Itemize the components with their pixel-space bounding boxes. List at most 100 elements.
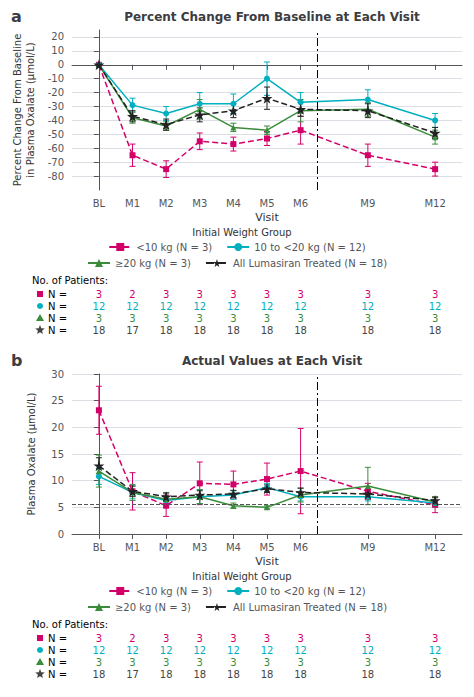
svg-text:M5: M5 [260, 542, 275, 553]
svg-text:N =: N = [48, 301, 67, 312]
svg-text:3: 3 [365, 289, 371, 300]
svg-text:-70: -70 [48, 157, 64, 168]
svg-text:3: 3 [297, 289, 303, 300]
svg-text:12: 12 [261, 645, 274, 656]
svg-text:3: 3 [264, 657, 270, 668]
svg-text:All Lumasiran Treated (N = 18): All Lumasiran Treated (N = 18) [233, 258, 387, 269]
svg-text:3: 3 [163, 313, 169, 324]
svg-text:-20: -20 [48, 87, 64, 98]
svg-text:-30: -30 [48, 101, 64, 112]
svg-text:12: 12 [429, 645, 442, 656]
svg-text:20: 20 [51, 422, 64, 433]
svg-text:18: 18 [93, 325, 106, 336]
svg-text:12: 12 [193, 645, 206, 656]
svg-text:12: 12 [93, 645, 106, 656]
svg-text:3: 3 [129, 313, 135, 324]
svg-text:3: 3 [197, 657, 203, 668]
svg-text:-80: -80 [48, 171, 64, 182]
svg-text:3: 3 [96, 313, 102, 324]
svg-text:M3: M3 [192, 198, 207, 209]
svg-text:3: 3 [297, 633, 303, 644]
svg-text:M4: M4 [226, 542, 241, 553]
svg-text:≥20 kg (N = 3): ≥20 kg (N = 3) [115, 602, 191, 613]
svg-text:18: 18 [294, 669, 307, 680]
svg-text:-50: -50 [48, 129, 64, 140]
svg-text:12: 12 [93, 301, 106, 312]
svg-text:12: 12 [160, 301, 173, 312]
svg-text:≥20 kg (N = 3): ≥20 kg (N = 3) [115, 258, 191, 269]
svg-text:12: 12 [429, 301, 442, 312]
svg-text:15: 15 [51, 449, 64, 460]
svg-text:M5: M5 [260, 198, 275, 209]
svg-text:All Lumasiran Treated (N = 18): All Lumasiran Treated (N = 18) [233, 602, 387, 613]
svg-text:3: 3 [197, 633, 203, 644]
svg-text:17: 17 [126, 669, 139, 680]
svg-text:18: 18 [227, 669, 240, 680]
svg-text:M9: M9 [360, 542, 375, 553]
svg-text:18: 18 [361, 325, 374, 336]
svg-text:20: 20 [51, 31, 64, 42]
svg-text:3: 3 [365, 657, 371, 668]
svg-text:Percent Change From Baseline a: Percent Change From Baseline at Each Vis… [124, 10, 420, 24]
svg-text:M9: M9 [360, 198, 375, 209]
svg-text:M4: M4 [226, 198, 241, 209]
svg-text:17: 17 [126, 325, 139, 336]
svg-text:Visit: Visit [255, 555, 279, 568]
svg-text:N =: N = [48, 313, 67, 324]
svg-text:3: 3 [129, 657, 135, 668]
svg-text:18: 18 [227, 325, 240, 336]
svg-text:N =: N = [48, 645, 67, 656]
svg-text:M12: M12 [424, 198, 445, 209]
svg-text:18: 18 [261, 669, 274, 680]
svg-text:Actual Values at Each Visit: Actual Values at Each Visit [182, 354, 362, 368]
svg-text:M2: M2 [159, 198, 174, 209]
svg-text:N =: N = [48, 289, 67, 300]
svg-text:12: 12 [193, 301, 206, 312]
svg-text:No. of Patients:: No. of Patients: [32, 619, 108, 630]
svg-text:3: 3 [230, 633, 236, 644]
svg-text:Percent Change From Baseline: Percent Change From Baseline [12, 34, 23, 187]
svg-text:3: 3 [264, 313, 270, 324]
svg-text:18: 18 [193, 325, 206, 336]
svg-text:18: 18 [160, 325, 173, 336]
svg-text:3: 3 [365, 633, 371, 644]
svg-text:a: a [11, 7, 22, 26]
svg-text:b: b [11, 351, 22, 370]
svg-text:N =: N = [48, 633, 67, 644]
svg-text:3: 3 [197, 289, 203, 300]
svg-text:10: 10 [51, 475, 64, 486]
svg-text:12: 12 [361, 645, 374, 656]
svg-text:12: 12 [126, 645, 139, 656]
svg-text:<10 kg (N = 3): <10 kg (N = 3) [136, 242, 212, 253]
svg-text:0: 0 [58, 529, 64, 540]
svg-text:3: 3 [197, 313, 203, 324]
svg-text:Initial Weight Group: Initial Weight Group [192, 227, 291, 238]
svg-text:3: 3 [163, 289, 169, 300]
svg-text:18: 18 [93, 669, 106, 680]
svg-text:3: 3 [163, 657, 169, 668]
svg-text:N =: N = [48, 325, 67, 336]
svg-text:Visit: Visit [255, 211, 279, 224]
svg-text:3: 3 [264, 289, 270, 300]
svg-text:12: 12 [261, 301, 274, 312]
svg-text:M3: M3 [192, 542, 207, 553]
svg-text:-10: -10 [48, 73, 64, 84]
svg-text:18: 18 [429, 325, 442, 336]
svg-text:18: 18 [193, 669, 206, 680]
svg-text:BL: BL [93, 542, 106, 553]
svg-text:18: 18 [160, 669, 173, 680]
svg-text:in Plasma Oxalate (μmol/L): in Plasma Oxalate (μmol/L) [25, 42, 36, 177]
svg-text:3: 3 [264, 633, 270, 644]
svg-text:M12: M12 [424, 542, 445, 553]
svg-text:2: 2 [129, 289, 135, 300]
svg-text:3: 3 [96, 657, 102, 668]
svg-text:No. of Patients:: No. of Patients: [32, 275, 108, 286]
svg-text:M6: M6 [293, 542, 308, 553]
svg-text:M1: M1 [125, 542, 140, 553]
svg-text:12: 12 [361, 301, 374, 312]
svg-text:30: 30 [51, 369, 64, 380]
svg-text:M6: M6 [293, 198, 308, 209]
svg-text:3: 3 [432, 313, 438, 324]
svg-text:3: 3 [297, 657, 303, 668]
svg-text:0: 0 [58, 59, 64, 70]
